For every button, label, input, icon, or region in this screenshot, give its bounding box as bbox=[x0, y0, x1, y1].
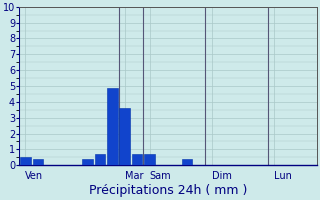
Bar bbox=[20, 157, 31, 165]
Bar bbox=[181, 159, 192, 165]
Bar bbox=[95, 154, 105, 165]
Bar bbox=[132, 154, 142, 165]
Bar bbox=[119, 108, 130, 165]
Bar bbox=[107, 88, 118, 165]
Bar bbox=[82, 159, 93, 165]
X-axis label: Précipitations 24h ( mm ): Précipitations 24h ( mm ) bbox=[89, 184, 247, 197]
Bar bbox=[144, 154, 155, 165]
Bar bbox=[33, 159, 43, 165]
